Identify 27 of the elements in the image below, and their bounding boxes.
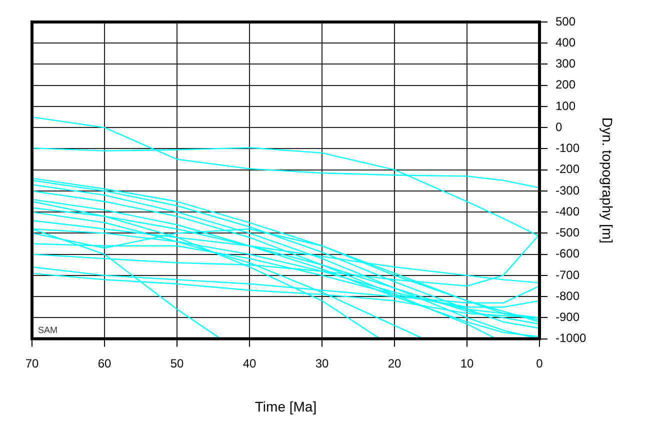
annotation: SAM [38,324,58,335]
x-tick-label: 30 [315,356,329,370]
y-tick-label: 200 [556,78,576,92]
y-tick-label: 500 [556,14,576,28]
y-tick-label: -200 [556,162,580,176]
y-tick-label: 400 [556,35,576,50]
x-tick-label: 50 [170,356,184,370]
x-tick-label: 10 [460,356,474,370]
x-tick-label: 0 [536,356,544,370]
y-axis-title: Dyn. topography [m] [600,117,616,244]
y-tick-label: -500 [556,226,580,240]
y-tick-label: -600 [556,246,580,261]
y-tick-label: 100 [556,98,576,113]
y-tick-label: -400 [556,204,580,218]
y-tick-label: -900 [556,310,580,324]
x-tick-label: 40 [242,356,256,370]
y-tick-label: 300 [556,56,576,71]
y-tick-label: -100 [556,141,580,156]
x-tick-label: 60 [98,356,112,370]
y-tick-label: -800 [556,288,580,303]
x-tick-label: 20 [388,356,402,370]
y-tick-label: -700 [556,268,580,282]
x-tick-label: 70 [25,356,39,370]
y-tick-label: -1000 [556,331,587,346]
y-tick-label: -300 [556,183,580,198]
y-tick-label: 0 [556,120,563,134]
x-axis-title: Time [Ma] [254,398,317,414]
